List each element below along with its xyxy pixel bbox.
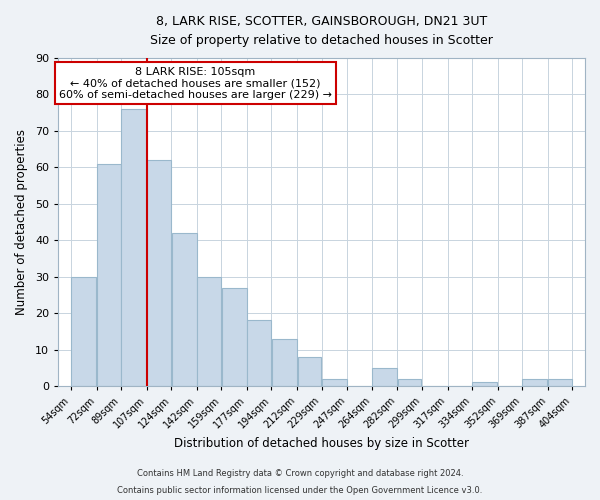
Bar (298, 357, 321, 386)
Bar (221, 288, 247, 386)
Bar (372, 368, 397, 386)
Bar (272, 338, 297, 386)
Text: Contains public sector information licensed under the Open Government Licence v3: Contains public sector information licen… (118, 486, 482, 495)
Bar (197, 276, 221, 386)
Bar (472, 382, 497, 386)
Y-axis label: Number of detached properties: Number of detached properties (15, 129, 28, 315)
Bar (398, 379, 421, 386)
Text: 8 LARK RISE: 105sqm
← 40% of detached houses are smaller (152)
60% of semi-detac: 8 LARK RISE: 105sqm ← 40% of detached ho… (59, 67, 332, 100)
Bar (322, 379, 347, 386)
Bar (247, 320, 271, 386)
Bar (172, 233, 197, 386)
X-axis label: Distribution of detached houses by size in Scotter: Distribution of detached houses by size … (174, 437, 469, 450)
Bar (97, 164, 121, 386)
Title: 8, LARK RISE, SCOTTER, GAINSBOROUGH, DN21 3UT
Size of property relative to detac: 8, LARK RISE, SCOTTER, GAINSBOROUGH, DN2… (150, 15, 493, 47)
Bar (71, 276, 97, 386)
Bar (523, 379, 547, 386)
Bar (548, 379, 572, 386)
Bar (147, 160, 171, 386)
Bar (121, 109, 146, 386)
Text: Contains HM Land Registry data © Crown copyright and database right 2024.: Contains HM Land Registry data © Crown c… (137, 468, 463, 477)
